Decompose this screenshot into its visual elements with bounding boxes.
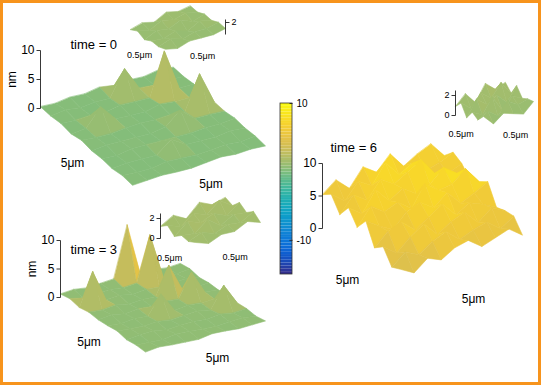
svg-text:10: 10 <box>41 233 55 247</box>
svg-text:5: 5 <box>28 72 35 86</box>
svg-text:0.5μm: 0.5μm <box>190 51 215 61</box>
svg-text:10: 10 <box>297 98 309 109</box>
svg-text:time = 0: time = 0 <box>71 37 118 52</box>
svg-text:0.5μm: 0.5μm <box>157 253 182 263</box>
svg-text:10: 10 <box>303 156 317 170</box>
svg-text:0: 0 <box>28 101 35 115</box>
svg-text:2: 2 <box>149 213 154 223</box>
svg-text:0: 0 <box>48 290 55 304</box>
svg-text:5μm: 5μm <box>61 156 85 170</box>
svg-text:0.5μm: 0.5μm <box>223 252 248 262</box>
svg-text:5μm: 5μm <box>77 335 101 349</box>
svg-text:5: 5 <box>48 262 55 276</box>
svg-text:10: 10 <box>21 43 35 57</box>
svg-text:time = 6: time = 6 <box>331 140 378 155</box>
svg-text:time = 3: time = 3 <box>71 242 118 257</box>
svg-text:2: 2 <box>444 90 449 100</box>
svg-text:0.5μm: 0.5μm <box>127 50 152 60</box>
svg-text:5: 5 <box>310 189 317 203</box>
svg-text:0: 0 <box>444 110 449 120</box>
svg-text:5μm: 5μm <box>206 351 230 365</box>
svg-text:5μm: 5μm <box>199 177 223 191</box>
svg-text:2: 2 <box>232 17 237 27</box>
svg-text:-10: -10 <box>297 235 312 246</box>
svg-text:0: 0 <box>310 221 317 235</box>
svg-text:5μm: 5μm <box>462 292 486 306</box>
svg-text:5μm: 5μm <box>336 273 360 287</box>
svg-text:nm: nm <box>5 71 19 88</box>
svg-text:0: 0 <box>149 233 154 243</box>
svg-text:0.5μm: 0.5μm <box>448 129 473 139</box>
svg-text:0.5μm: 0.5μm <box>503 130 528 140</box>
svg-text:nm: nm <box>25 261 39 278</box>
